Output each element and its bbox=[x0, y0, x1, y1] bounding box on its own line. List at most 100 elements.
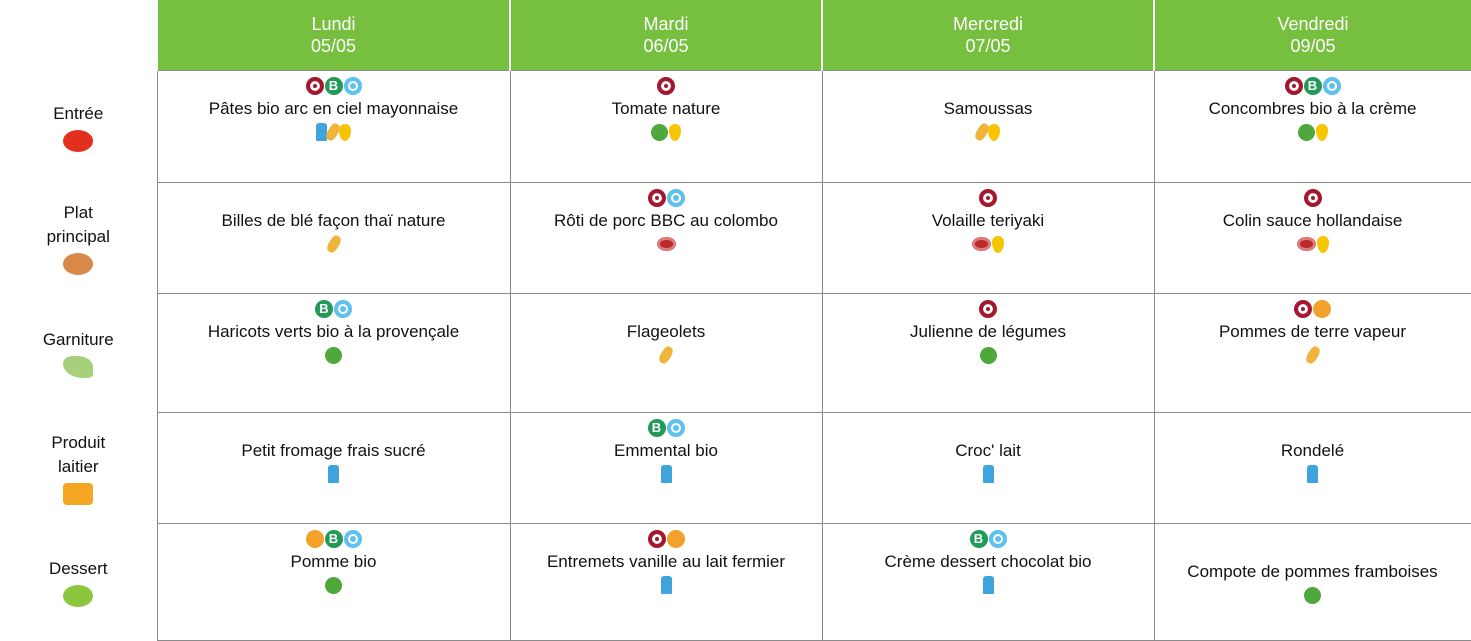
dish: Samoussas bbox=[943, 99, 1033, 118]
dish: Rondelé bbox=[1280, 441, 1345, 460]
category: Plat principal bbox=[0, 182, 158, 294]
icon-milk bbox=[660, 576, 672, 594]
allergens bbox=[827, 121, 1150, 143]
icon-quality bbox=[988, 530, 1007, 548]
dish-cell: B Crème dessert chocolat bio bbox=[821, 523, 1155, 641]
dish-cell: Compote de pommes framboises bbox=[1153, 523, 1471, 641]
icon-local bbox=[666, 530, 685, 548]
icon-gluten bbox=[324, 233, 343, 255]
dish: Pomme bio bbox=[290, 552, 377, 571]
category: Produit laitier bbox=[0, 412, 158, 524]
dish-cell: Petit fromage frais sucré bbox=[156, 412, 511, 524]
dish-cell: Pommes de terre vapeur bbox=[1153, 293, 1471, 413]
dish-cell: B Pomme bio bbox=[156, 523, 511, 641]
icon-oil bbox=[987, 123, 1000, 141]
icon-homemade bbox=[647, 530, 666, 548]
icon-bio: B bbox=[1303, 77, 1322, 95]
row: Garniture B Haricots verts bio à la prove… bbox=[0, 293, 1471, 413]
icon-meat bbox=[972, 237, 991, 251]
category: Dessert bbox=[0, 523, 158, 641]
icon-local bbox=[305, 530, 324, 548]
labels: B bbox=[162, 298, 506, 320]
labels bbox=[515, 187, 818, 209]
dish: Emmental bio bbox=[614, 441, 718, 460]
allergens bbox=[162, 121, 506, 143]
dish-cell: Billes de blé façon thaï nature bbox=[156, 182, 511, 294]
labels bbox=[1159, 417, 1467, 439]
allergens bbox=[827, 344, 1150, 366]
dish: Crème dessert chocolat bio bbox=[884, 552, 1092, 571]
labels bbox=[1159, 298, 1467, 320]
allergens bbox=[162, 233, 506, 255]
icon-bio: B bbox=[969, 530, 988, 548]
icon-oil bbox=[992, 235, 1004, 253]
dish-cell: Rondelé bbox=[1153, 412, 1471, 524]
date: 09/05 bbox=[1290, 36, 1336, 56]
category-icon bbox=[63, 253, 94, 275]
dish-cell: Flageolets bbox=[509, 293, 823, 413]
labels: B bbox=[162, 528, 506, 550]
icon-milk bbox=[982, 465, 994, 483]
dish-cell: Julienne de légumes bbox=[821, 293, 1155, 413]
allergens bbox=[1159, 344, 1467, 366]
icon-vegetable bbox=[979, 346, 997, 364]
labels bbox=[162, 187, 506, 209]
labels bbox=[827, 75, 1150, 97]
dish-cell: B Emmental bio bbox=[509, 412, 823, 524]
labels bbox=[515, 75, 818, 97]
allergens bbox=[515, 344, 818, 366]
dish-cell: Rôti de porc BBC au colombo bbox=[509, 182, 823, 294]
allergens bbox=[515, 121, 818, 143]
allergens bbox=[515, 574, 818, 596]
day-header: Mercredi 07/05 bbox=[821, 0, 1154, 71]
category-label: Garniture bbox=[42, 330, 114, 349]
day: Lundi bbox=[311, 14, 356, 34]
labels bbox=[827, 417, 1150, 439]
dish-cell: B Concombres bio à la crème bbox=[1153, 70, 1471, 183]
icon-quality bbox=[334, 300, 352, 318]
row: Dessert B Pomme bio Entremets vanille au … bbox=[0, 523, 1471, 641]
icon-meat bbox=[1296, 237, 1316, 251]
icon-local bbox=[1313, 300, 1331, 318]
category-icon bbox=[63, 483, 94, 505]
icon-homemade bbox=[979, 300, 997, 318]
dish: Petit fromage frais sucré bbox=[241, 441, 426, 460]
allergens bbox=[827, 463, 1150, 485]
labels bbox=[827, 298, 1150, 320]
dish: Pâtes bio arc en ciel mayonnaise bbox=[208, 99, 459, 118]
dish: Croc' lait bbox=[955, 441, 1021, 460]
dish-cell: Tomate nature bbox=[509, 70, 823, 183]
row: Entrée B Pâtes bio arc en ciel mayonnaise… bbox=[0, 70, 1471, 183]
icon-homemade bbox=[657, 77, 675, 95]
category-label: Plat principal bbox=[46, 203, 110, 246]
day: Mercredi bbox=[952, 14, 1023, 34]
labels: B bbox=[827, 528, 1150, 550]
dish: Colin sauce hollandaise bbox=[1222, 211, 1403, 230]
labels bbox=[515, 298, 818, 320]
icon-milk bbox=[660, 465, 672, 483]
icon-milk bbox=[982, 576, 994, 594]
row: Plat principal Billes de blé façon thaï … bbox=[0, 182, 1471, 294]
icon-gluten bbox=[972, 121, 991, 143]
allergens bbox=[1159, 233, 1467, 255]
icon-gluten bbox=[1303, 344, 1322, 366]
dish: Volaille teriyaki bbox=[931, 211, 1045, 230]
allergens bbox=[162, 463, 506, 485]
icon-quality bbox=[343, 530, 362, 548]
icon-bio: B bbox=[647, 419, 666, 437]
allergens bbox=[515, 463, 818, 485]
labels: B bbox=[162, 75, 506, 97]
dish: Flageolets bbox=[626, 322, 706, 341]
category-icon bbox=[63, 585, 94, 607]
icon-quality bbox=[666, 189, 685, 207]
labels: B bbox=[515, 417, 818, 439]
date: 07/05 bbox=[965, 36, 1011, 56]
dish-cell: Samoussas bbox=[821, 70, 1155, 183]
icon-vegetable bbox=[325, 576, 342, 594]
dish: Pommes de terre vapeur bbox=[1218, 322, 1407, 341]
allergens bbox=[1159, 584, 1467, 606]
icon-homemade bbox=[1294, 300, 1312, 318]
dish: Entremets vanille au lait fermier bbox=[546, 552, 786, 571]
icon-vegetable bbox=[325, 346, 342, 364]
